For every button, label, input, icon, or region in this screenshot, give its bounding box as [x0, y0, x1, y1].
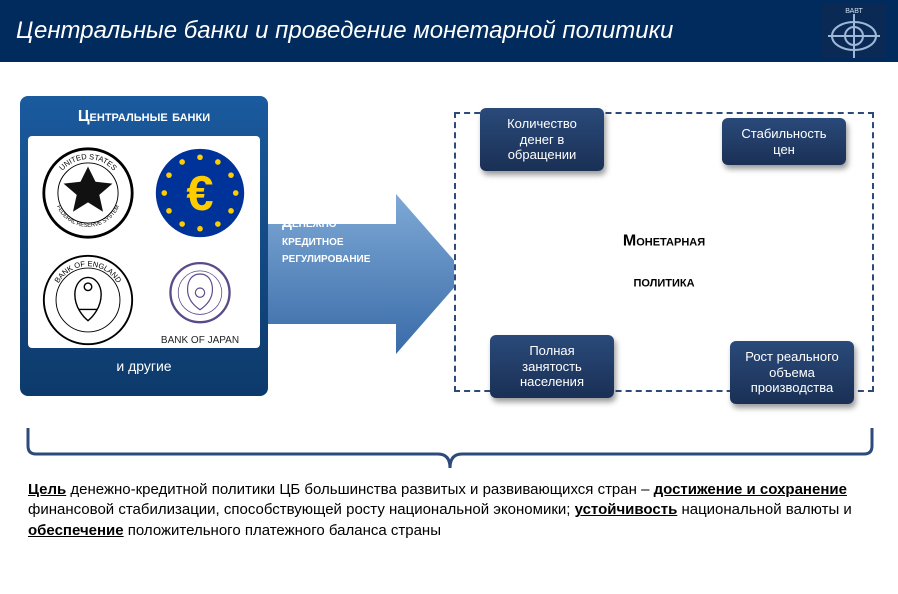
arrow-label-line2: кредитное: [282, 232, 344, 248]
policy-center-line2: политика: [633, 274, 694, 291]
goal-seg4: финансовой стабилизации, способствующей …: [28, 501, 575, 518]
goal-seg8: положительного платежного баланса страны: [124, 522, 441, 539]
policy-center-label: Монетарная политика: [623, 210, 705, 293]
goal-seg6: национальной валюты и: [677, 501, 852, 518]
arrow-label-line1: Денежно-: [282, 214, 341, 230]
slide-title: Центральные банки и проведение монетарно…: [16, 17, 673, 45]
monetary-policy-box: Монетарная политика Количестводенег вобр…: [454, 112, 874, 392]
goal-seg3: достижение и сохранение: [654, 481, 847, 498]
ecb-euro-icon: €: [153, 146, 247, 245]
svg-text:ВАВТ: ВАВТ: [845, 8, 863, 15]
policy-node-output-growth: Рост реальногообъемапроизводства: [730, 341, 854, 404]
goal-seg1: Цель: [28, 481, 66, 498]
bottom-connector: [24, 428, 876, 468]
goal-paragraph: Цель денежно-кредитной политики ЦБ больш…: [28, 480, 870, 541]
boe-seal-icon: BANK OF ENGLAND: [41, 253, 135, 352]
central-banks-panel: Центральные банки UNITED STATES FEDERAL …: [20, 96, 268, 396]
slide-header: Центральные банки и проведение монетарно…: [0, 0, 898, 62]
boj-caption: BANK OF JAPAN: [161, 335, 239, 346]
policy-center-line1: Монетарная: [623, 232, 705, 249]
goal-seg7: обеспечение: [28, 522, 124, 539]
goal-seg2: денежно-кредитной политики ЦБ большинств…: [66, 481, 653, 498]
boj-seal-icon: BANK OF JAPAN: [161, 260, 239, 346]
arrow-label: Денежно- кредитное регулирование: [282, 214, 422, 267]
diagram-area: Центральные банки UNITED STATES FEDERAL …: [0, 62, 898, 94]
policy-node-employment: Полнаязанятостьнаселения: [490, 335, 614, 398]
central-banks-title: Центральные банки: [28, 104, 260, 136]
org-logo: ВАВТ: [822, 4, 886, 58]
bank-logo-grid: UNITED STATES FEDERAL RESERVE SYSTEM: [28, 136, 260, 348]
arrow-label-line3: регулирование: [282, 249, 370, 265]
fed-seal-icon: UNITED STATES FEDERAL RESERVE SYSTEM: [41, 146, 135, 245]
goal-seg5: устойчивость: [575, 501, 678, 518]
policy-node-price-stability: Стабильностьцен: [722, 118, 846, 165]
svg-text:€: €: [186, 167, 213, 221]
policy-node-money-supply: Количестводенег вобращении: [480, 108, 604, 171]
